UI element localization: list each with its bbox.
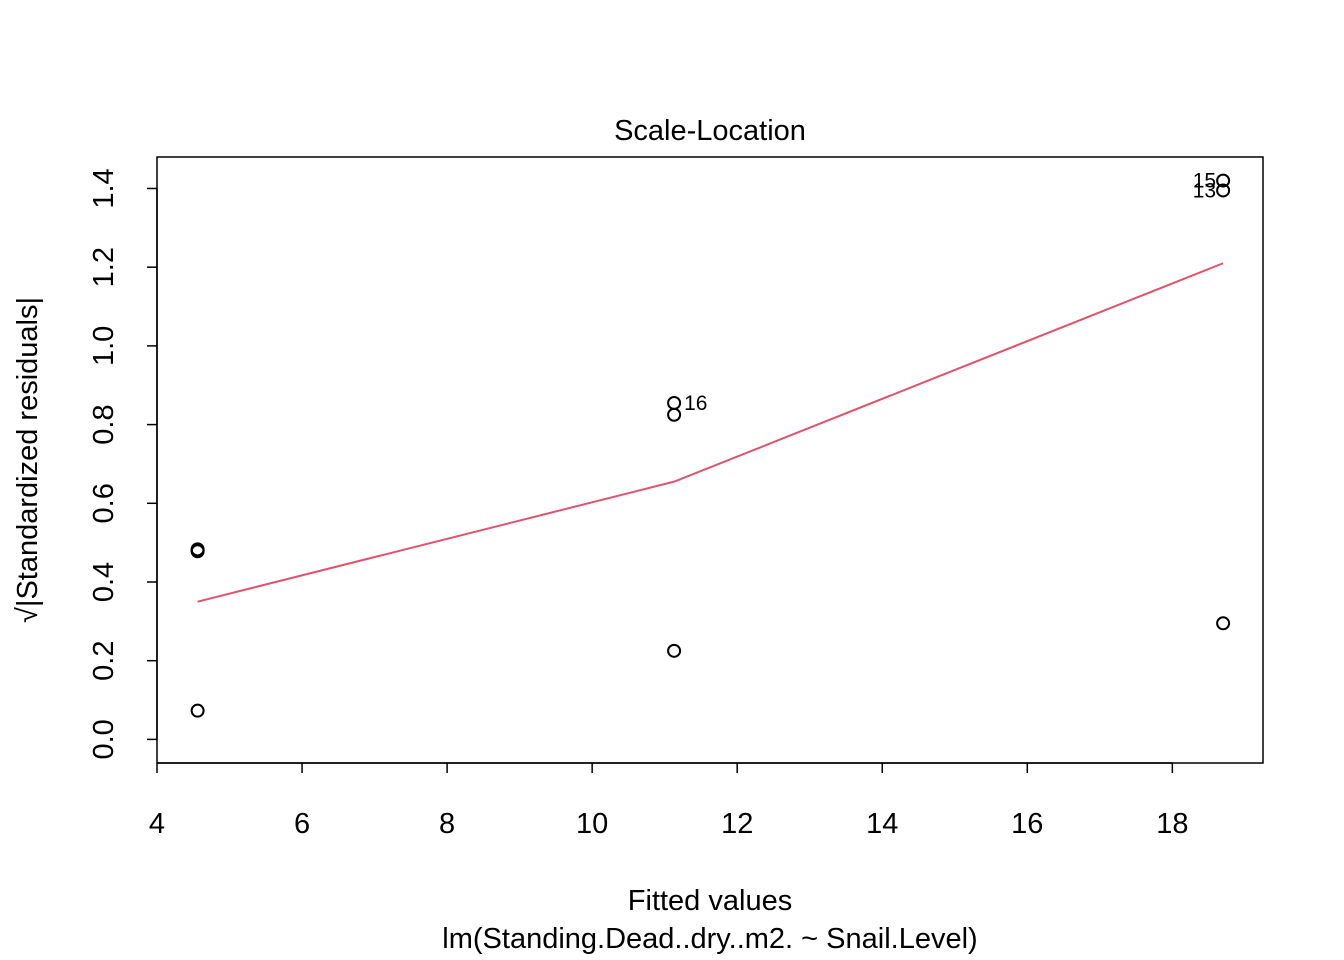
data-point <box>190 703 205 718</box>
x-tick-label: 14 <box>866 808 898 840</box>
x-axis: 4 6 8 10 12 14 16 18 <box>149 762 1188 840</box>
x-tick-label: 12 <box>721 808 753 840</box>
point-label: 15 <box>1193 170 1216 193</box>
data-point <box>1216 173 1231 188</box>
y-tick-label: 1.2 <box>88 247 120 287</box>
y-tick-label: 0.8 <box>88 404 120 444</box>
x-tick-label: 8 <box>439 808 455 840</box>
x-tick-label: 16 <box>1011 808 1043 840</box>
data-point <box>667 407 682 422</box>
data-point <box>667 395 682 410</box>
x-tick-label: 4 <box>149 808 165 840</box>
y-axis-label-sqrt: √ <box>12 607 44 623</box>
model-formula-subtitle: lm(Standing.Dead..dry..m2. ~ Snail.Level… <box>442 923 977 955</box>
smoother-line-group <box>197 262 1224 603</box>
y-axis-label: √|Standardized residuals| <box>12 297 44 623</box>
y-tick-label: 0.6 <box>88 483 120 523</box>
data-point <box>1216 616 1231 631</box>
x-axis-label: Fitted values <box>628 885 792 917</box>
y-tick-label: 0.2 <box>88 641 120 681</box>
point-label: 16 <box>684 392 707 415</box>
y-axis-label-group: √|Standardized residuals| <box>12 297 44 623</box>
y-tick-label: 0.0 <box>88 719 120 759</box>
chart-title: Scale-Location <box>614 115 806 147</box>
y-axis-label-text: |Standardized residuals| <box>12 297 44 607</box>
plot-area-border <box>156 156 1264 764</box>
data-point <box>667 643 682 658</box>
data-points <box>190 173 1231 718</box>
x-tick-label: 18 <box>1156 808 1188 840</box>
data-point <box>1216 183 1231 198</box>
x-tick-label: 6 <box>294 808 310 840</box>
x-tick-label: 10 <box>576 808 608 840</box>
y-axis: 0.0 0.2 0.4 0.6 0.8 1.0 1.2 1.4 <box>88 168 158 760</box>
y-tick-label: 1.4 <box>88 168 120 208</box>
y-tick-label: 1.0 <box>88 326 120 366</box>
data-point <box>190 542 205 557</box>
smoother-line <box>197 262 1224 603</box>
point-label: 13 <box>1193 179 1216 202</box>
y-tick-label: 0.4 <box>88 562 120 602</box>
